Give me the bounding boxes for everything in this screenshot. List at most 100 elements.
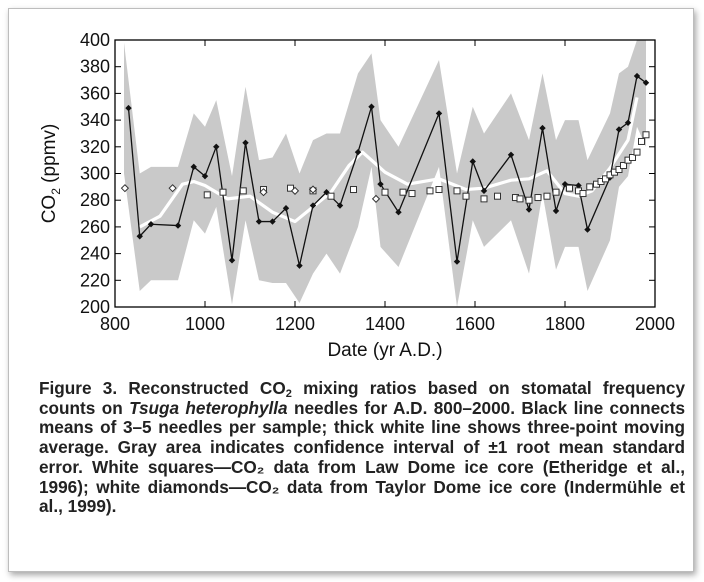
law-dome-square xyxy=(543,192,551,200)
stomatal-mean-point xyxy=(309,202,317,209)
law-dome-square xyxy=(480,195,488,203)
law-dome-square xyxy=(638,137,645,145)
stomatal-mean-point xyxy=(368,103,375,110)
law-dome-square xyxy=(615,165,623,173)
law-dome-square xyxy=(408,190,416,198)
stomatal-mean-point xyxy=(323,188,330,196)
stomatal-mean-point xyxy=(507,151,515,159)
stomatal-mean-point xyxy=(377,180,384,188)
x-tick-label: 1600 xyxy=(455,314,495,334)
law-dome-square xyxy=(579,190,587,198)
law-dome-squares-layer xyxy=(203,131,650,204)
x-tick-label: 2000 xyxy=(635,314,675,334)
law-dome-square xyxy=(381,188,389,196)
stomatal-mean-point xyxy=(633,72,641,80)
law-dome-square xyxy=(239,187,247,195)
caption-subscript: 2 xyxy=(285,388,292,400)
x-tick-label: 1200 xyxy=(275,314,315,334)
stomatal-mean-point xyxy=(395,209,402,216)
law-dome-square xyxy=(516,195,524,203)
moving-average-line xyxy=(139,97,639,229)
stomatal-mean-point xyxy=(190,163,197,171)
y-tick-label: 360 xyxy=(80,83,110,103)
law-dome-square xyxy=(633,148,641,156)
stomatal-mean-point xyxy=(539,124,546,132)
law-dome-square xyxy=(586,183,594,191)
stomatal-mean-point xyxy=(354,148,362,156)
stomatal-mean-point xyxy=(136,233,143,240)
taylor-dome-diamond xyxy=(259,188,268,197)
stomatal-mean-point xyxy=(624,119,632,126)
stomatal-mean-point xyxy=(242,139,249,146)
co2-chart: 800 1000 1200 1400 1600 1800 2000 200 220 240 260 2… xyxy=(39,30,675,361)
figure-frame: 800 1000 1200 1400 1600 1800 2000 200 220 240 260 2… xyxy=(8,8,694,572)
stomatal-mean-point xyxy=(642,79,650,86)
taylor-dome-diamond xyxy=(290,186,300,195)
stomatal-mean-point xyxy=(584,226,591,233)
y-tick-label: 320 xyxy=(80,137,110,157)
stomatal-mean-point xyxy=(174,222,182,229)
stomatal-mean-point xyxy=(552,207,560,215)
y-tick-label: 380 xyxy=(80,57,110,77)
y-tick-label: 220 xyxy=(80,270,110,290)
stomatal-mean-point xyxy=(615,126,623,133)
y-tick-label: 260 xyxy=(80,217,110,237)
caption-text-mid: mixing ratios based on stomatal frequenc… xyxy=(39,378,685,418)
y-axis-label: CO2 (ppmv) xyxy=(39,124,63,224)
stomatal-mean-point xyxy=(480,187,488,195)
y-tick-label: 200 xyxy=(80,297,110,317)
law-dome-square xyxy=(566,184,573,192)
taylor-dome-diamond xyxy=(371,194,381,203)
y-tick-label: 240 xyxy=(80,244,110,264)
stomatal-mean-point xyxy=(575,182,582,189)
taylor-dome-diamonds-layer xyxy=(120,184,381,203)
stomatal-mean-point xyxy=(201,172,209,180)
law-dome-square xyxy=(620,161,627,169)
law-dome-square xyxy=(327,192,335,200)
x-tick-label: 1000 xyxy=(185,314,225,334)
stomatal-mean-point xyxy=(336,202,344,209)
caption-species: Tsuga heterophylla xyxy=(129,397,288,418)
law-dome-square xyxy=(462,192,470,200)
law-dome-square xyxy=(435,186,443,194)
stomatal-mean-point xyxy=(296,262,303,269)
law-dome-square xyxy=(203,191,211,199)
law-dome-square xyxy=(642,131,650,139)
x-tick-label: 1800 xyxy=(545,314,585,334)
caption-label: Figure 3. xyxy=(39,378,118,398)
taylor-dome-diamond xyxy=(308,185,318,194)
axis-layer: 800 1000 1200 1400 1600 1800 2000 200 220 240 260 2… xyxy=(80,30,675,334)
y-tick-label: 400 xyxy=(80,30,110,50)
stomatal-mean-point xyxy=(453,258,461,265)
stomatal-mean-point xyxy=(435,110,443,117)
taylor-dome-diamond xyxy=(120,184,130,193)
law-dome-square xyxy=(399,188,407,196)
caption-text-pre: Reconstructed CO xyxy=(117,378,286,398)
stomatal-mean-point xyxy=(147,221,155,228)
stomatal-mean-point xyxy=(269,218,276,225)
law-dome-square xyxy=(219,188,227,196)
stomatal-mean-point xyxy=(282,205,290,212)
caption-text-post: needles for A.D. 800–2000. Black line co… xyxy=(39,397,686,517)
law-dome-square xyxy=(494,192,501,200)
law-dome-square xyxy=(534,194,542,202)
stomatal-mean-point xyxy=(228,257,236,264)
y-tick-label: 300 xyxy=(80,164,110,184)
law-dome-square xyxy=(629,153,636,161)
law-dome-square xyxy=(350,186,357,194)
figure-caption: Figure 3. Reconstructed CO2 mixing ratio… xyxy=(39,378,686,517)
law-dome-square xyxy=(287,184,294,192)
stomatal-mean-point xyxy=(525,206,533,213)
y-tick-label: 280 xyxy=(80,190,110,210)
stomatal-mean-point xyxy=(213,143,220,150)
y-tick-label: 340 xyxy=(80,110,110,130)
x-tick-label: 1400 xyxy=(365,314,405,334)
law-dome-square xyxy=(453,187,461,195)
law-dome-square xyxy=(426,187,434,195)
x-axis-label: Date (yr A.D.) xyxy=(327,340,442,361)
law-dome-square xyxy=(552,188,560,196)
x-tick-label: 800 xyxy=(100,314,130,334)
taylor-dome-diamond xyxy=(168,184,177,193)
law-dome-square xyxy=(602,175,609,183)
stomatal-mean-point xyxy=(469,158,476,165)
